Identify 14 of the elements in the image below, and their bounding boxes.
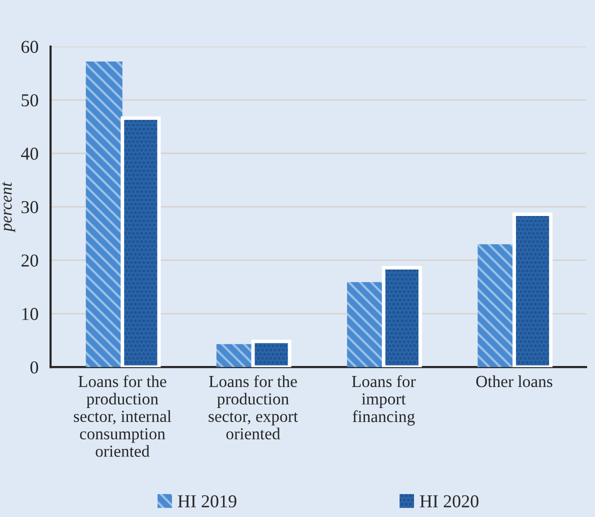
y-axis-title: percent	[2, 182, 16, 232]
x-tick-label: Loans for the production sector, export oriented	[208, 375, 298, 440]
x-tick-label: Loans for import financing	[352, 375, 416, 426]
y-tick-label: 60	[21, 40, 38, 53]
y-tick-label: 20	[22, 254, 38, 267]
y-tick-label: 40	[21, 148, 38, 160]
legend-label: HI 2019	[178, 495, 236, 508]
x-tick-label: Loans for the production sector, internal consumption oriented	[74, 375, 172, 457]
y-tick-label: 10	[22, 308, 38, 320]
y-tick-label: 0	[30, 361, 38, 374]
y-tick-label: 50	[22, 94, 38, 106]
x-tick-label: Other loans	[476, 375, 552, 388]
legend-label: HI 2020	[420, 495, 478, 508]
y-tick-label: 30	[22, 201, 38, 214]
